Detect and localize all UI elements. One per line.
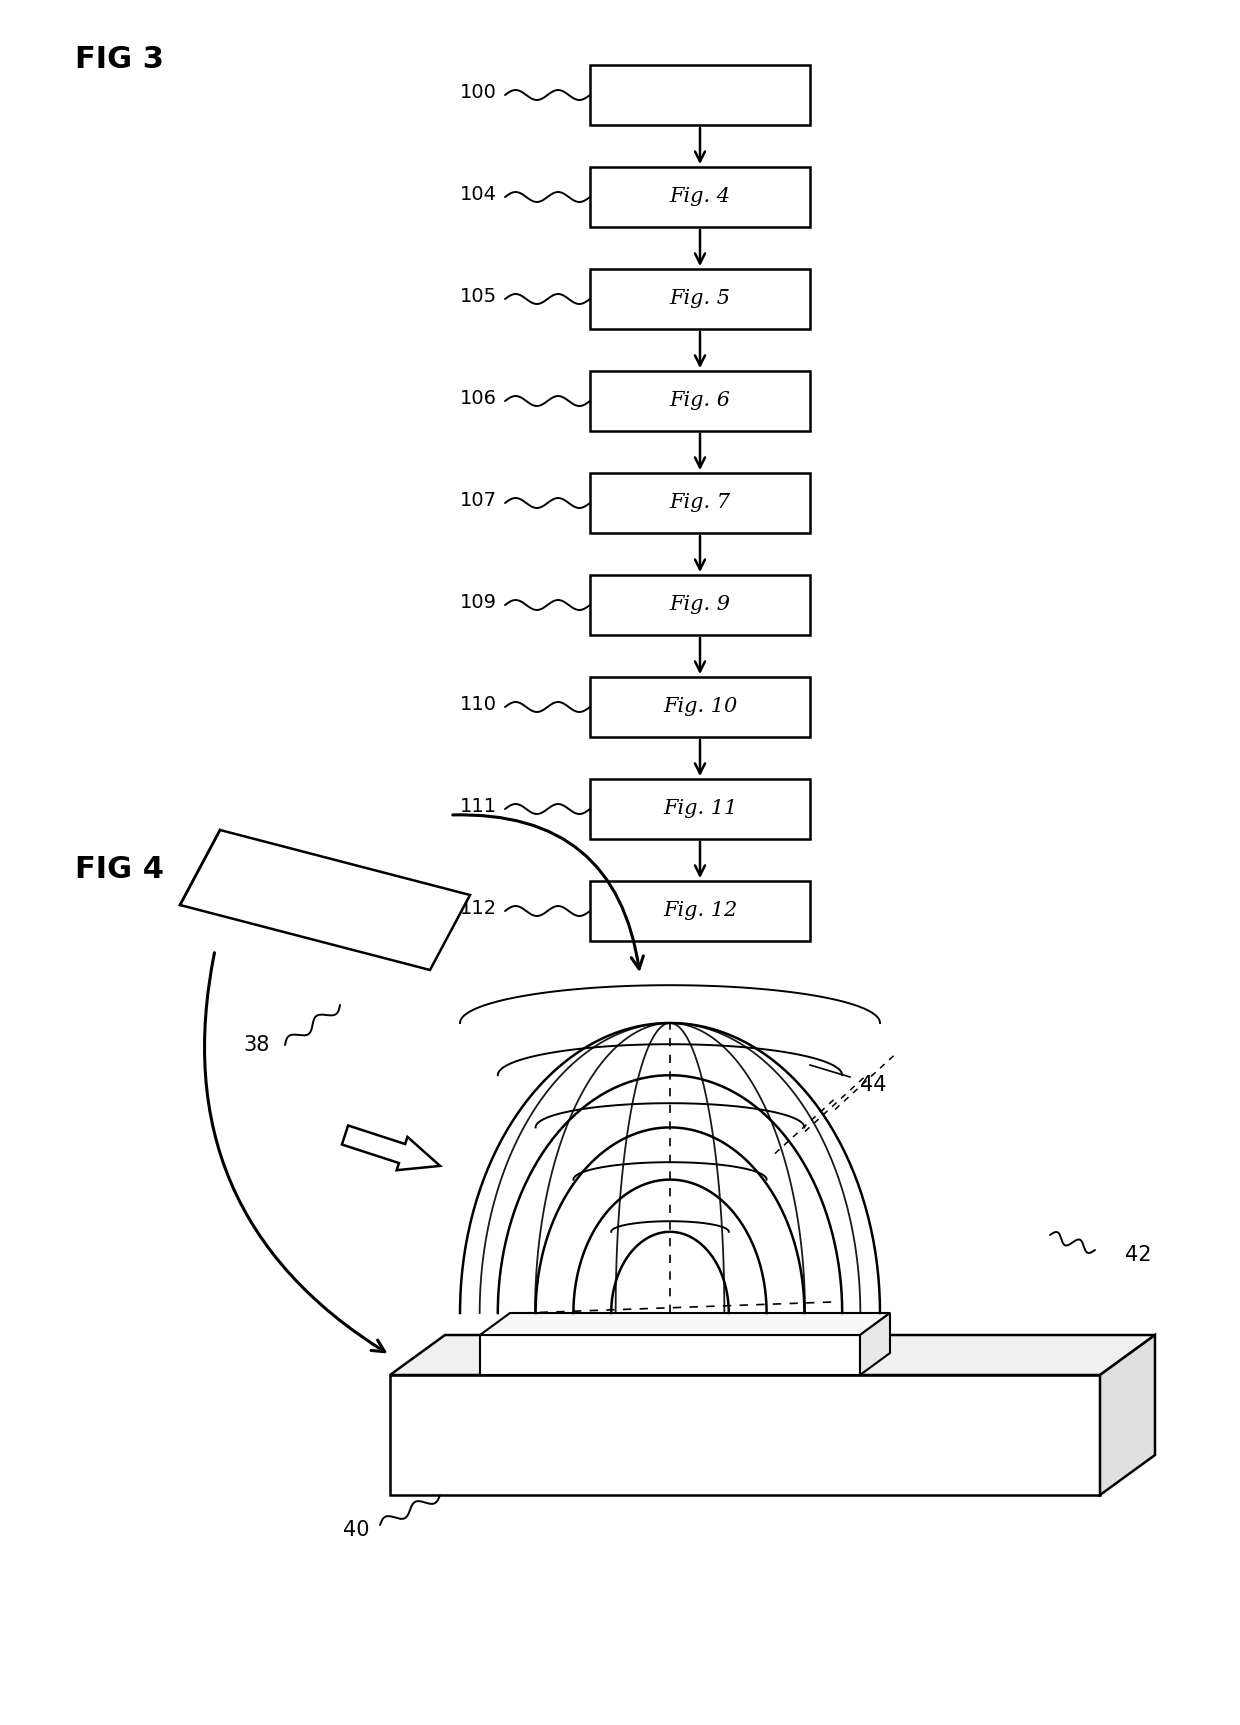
FancyBboxPatch shape (590, 780, 810, 838)
Text: 104: 104 (460, 185, 497, 204)
Text: 42: 42 (1125, 1245, 1152, 1264)
FancyBboxPatch shape (590, 881, 810, 942)
FancyBboxPatch shape (590, 473, 810, 533)
FancyBboxPatch shape (590, 167, 810, 228)
Polygon shape (480, 1335, 861, 1375)
Text: 109: 109 (460, 592, 497, 611)
Text: 40: 40 (343, 1520, 370, 1540)
Text: 100: 100 (460, 83, 497, 102)
Text: Fig. 12: Fig. 12 (663, 902, 737, 921)
Text: 38: 38 (243, 1035, 270, 1056)
Text: Fig. 5: Fig. 5 (670, 290, 730, 309)
FancyBboxPatch shape (590, 269, 810, 329)
Text: 112: 112 (460, 899, 497, 918)
Text: Fig. 11: Fig. 11 (663, 799, 737, 818)
Polygon shape (861, 1313, 890, 1375)
Polygon shape (1100, 1335, 1154, 1496)
Text: 44: 44 (861, 1075, 887, 1095)
Text: Fig. 4: Fig. 4 (670, 188, 730, 207)
FancyBboxPatch shape (590, 371, 810, 431)
Text: 110: 110 (460, 695, 497, 714)
Text: 105: 105 (460, 286, 497, 305)
Text: Fig. 9: Fig. 9 (670, 595, 730, 614)
FancyBboxPatch shape (590, 574, 810, 635)
Polygon shape (391, 1375, 1100, 1496)
Polygon shape (180, 830, 470, 969)
Text: Fig. 10: Fig. 10 (663, 697, 737, 716)
Polygon shape (342, 1125, 440, 1170)
Text: 107: 107 (460, 490, 497, 509)
FancyArrowPatch shape (205, 952, 384, 1352)
Text: Fig. 7: Fig. 7 (670, 493, 730, 512)
FancyArrowPatch shape (453, 814, 644, 969)
FancyBboxPatch shape (590, 66, 810, 124)
FancyBboxPatch shape (590, 676, 810, 737)
Text: Fig. 6: Fig. 6 (670, 392, 730, 411)
Text: 111: 111 (460, 797, 497, 816)
Text: FIG 4: FIG 4 (74, 856, 164, 883)
Polygon shape (391, 1335, 1154, 1375)
Text: 106: 106 (460, 388, 497, 407)
Text: FIG 3: FIG 3 (74, 45, 164, 74)
Polygon shape (480, 1313, 890, 1335)
